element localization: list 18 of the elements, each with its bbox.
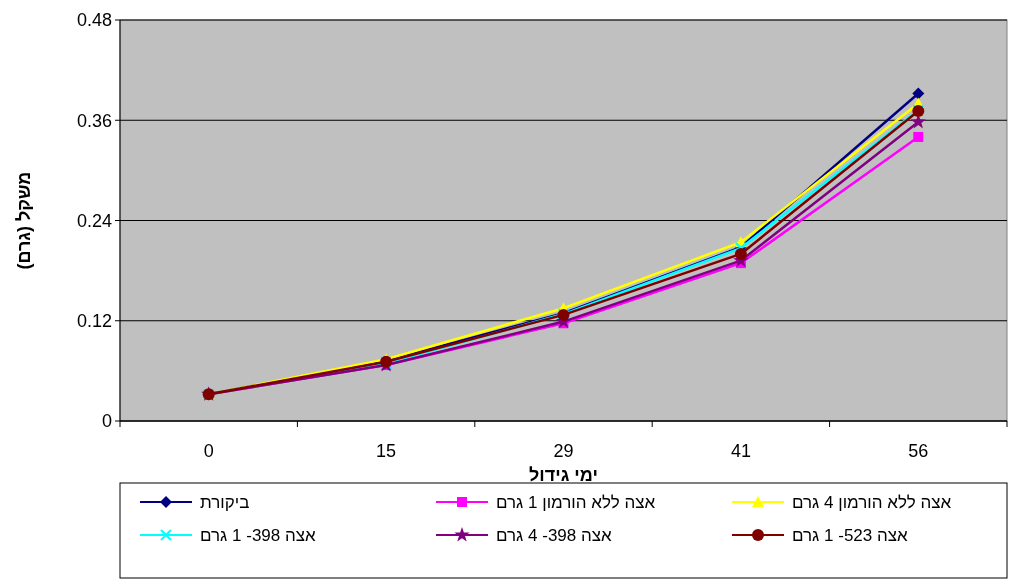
legend-label: ביקורת	[200, 492, 250, 512]
x-tick-label: 41	[730, 441, 751, 461]
legend-label: אצה ללא הורמון 4 גרם	[792, 492, 952, 512]
x-tick-label: 15	[376, 441, 397, 461]
y-tick-label: 0.12	[76, 311, 112, 332]
x-tick-label: 29	[553, 441, 574, 461]
y-tick-label: 0.36	[76, 110, 112, 131]
y-tick-label: 0	[101, 411, 112, 432]
y-tick-label: 0.24	[76, 210, 112, 231]
y-tick-label: 0.48	[76, 10, 112, 31]
legend-label: אצה ללא הורמון 1 גרם	[496, 492, 656, 512]
legend-label: אצה 398- 1 גרם	[200, 525, 317, 545]
x-axis-title: ימי גידול	[529, 465, 598, 485]
x-tick-label: 56	[908, 441, 929, 461]
legend-label: אצה 523- 1 גרם	[792, 525, 909, 545]
legend-label: אצה 398- 4 גרם	[496, 525, 613, 545]
y-axis-title: משקל (גרם)	[14, 171, 34, 270]
x-tick-label: 0	[203, 441, 214, 461]
